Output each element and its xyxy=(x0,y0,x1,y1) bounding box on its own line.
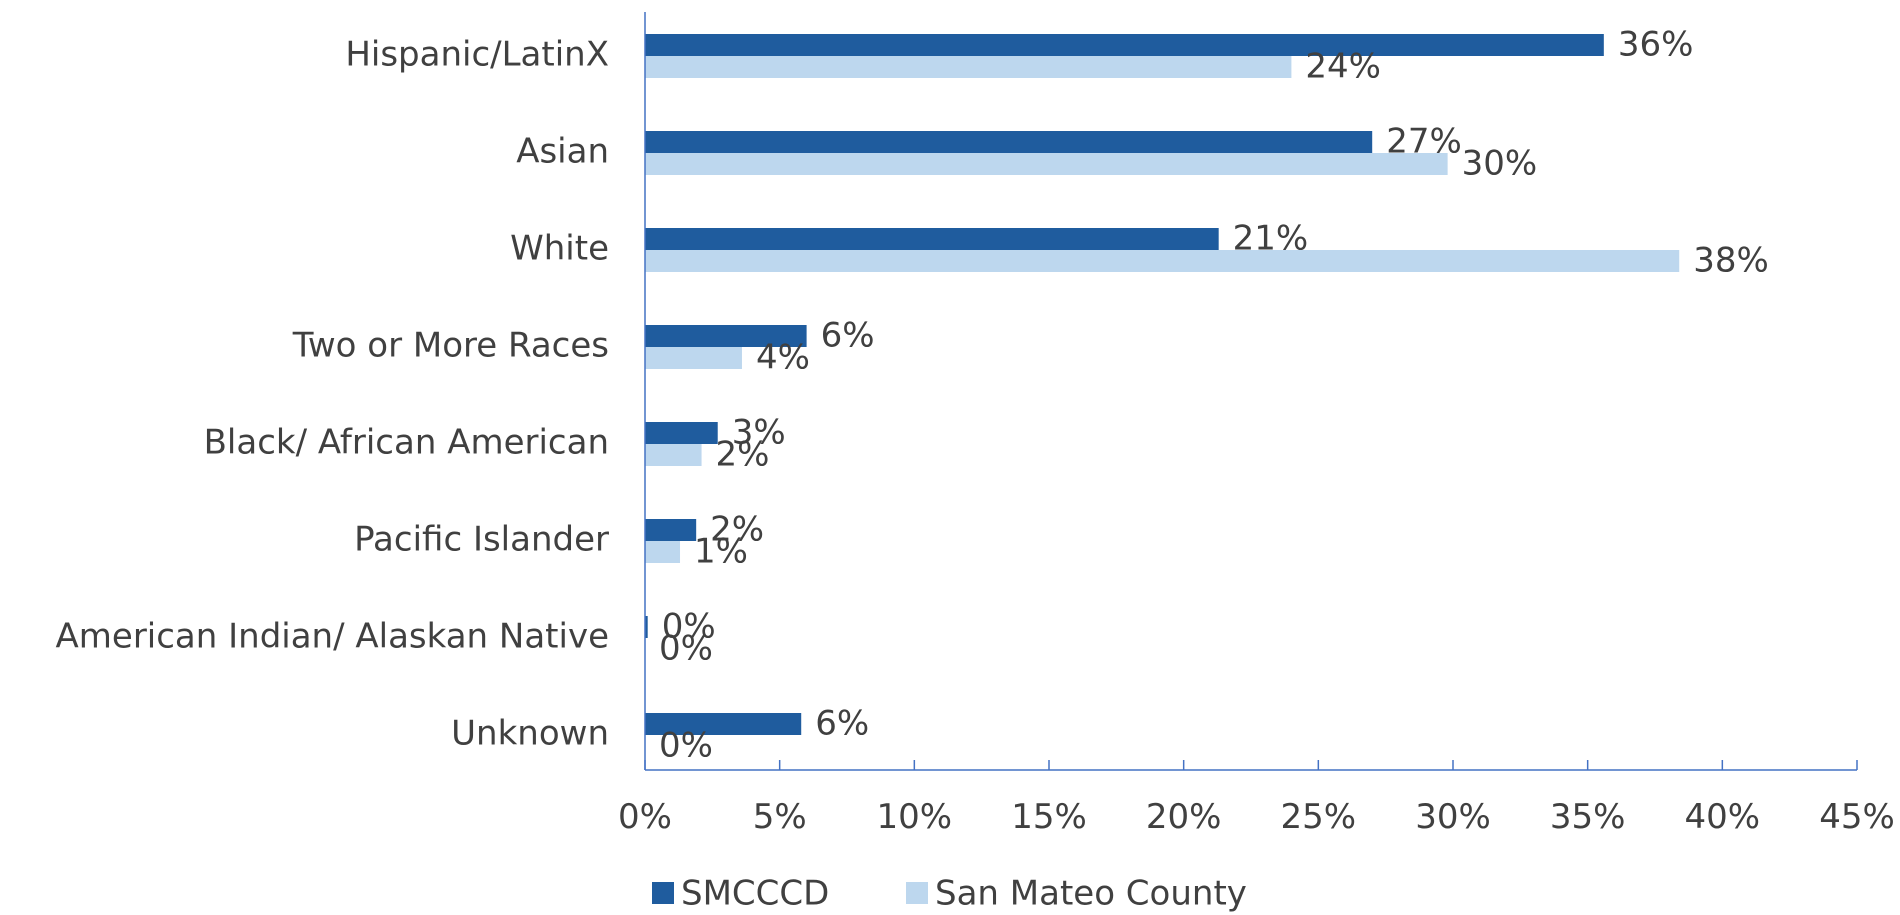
data-label-smcccd: 21% xyxy=(1233,219,1309,259)
bar-san-mateo-county xyxy=(645,444,702,466)
bar-smcccd xyxy=(645,713,802,735)
bar-smcccd xyxy=(645,228,1219,250)
x-tick-label: 0% xyxy=(618,797,672,837)
category-labels: Hispanic/LatinX Asian White Two or More Rac… xyxy=(56,35,610,754)
x-tick-label: 25% xyxy=(1281,797,1357,837)
bar-smcccd xyxy=(645,616,648,638)
bar-san-mateo-county xyxy=(645,541,681,563)
category-label: White xyxy=(510,229,609,269)
bar-smcccd xyxy=(645,519,697,541)
data-label-san-mateo-county: 0% xyxy=(659,726,713,766)
data-label-smcccd: 36% xyxy=(1618,25,1694,65)
data-label-san-mateo-county: 38% xyxy=(1693,241,1769,281)
x-tick-label: 40% xyxy=(1685,797,1761,837)
data-label-smcccd: 27% xyxy=(1386,122,1462,162)
x-tick-label: 15% xyxy=(1011,797,1087,837)
category-label: Hispanic/LatinX xyxy=(345,35,609,75)
legend-swatch-smcccd xyxy=(652,882,674,904)
legend-label-san-mateo-county: San Mateo County xyxy=(935,874,1247,914)
category-label: Black/ African American xyxy=(204,423,609,463)
x-tick-label: 30% xyxy=(1415,797,1491,837)
data-label-san-mateo-county: 30% xyxy=(1462,144,1538,184)
legend: SMCCCD San Mateo County xyxy=(652,874,1247,914)
data-label-san-mateo-county: 1% xyxy=(694,532,748,572)
data-labels: 36%24%27%30%21%38%6%4%3%2%2%1%0%0%6%0% xyxy=(659,25,1769,766)
legend-label-smcccd: SMCCCD xyxy=(681,874,829,914)
x-tick-label: 45% xyxy=(1819,797,1895,837)
category-label: American Indian/ Alaskan Native xyxy=(56,617,609,657)
data-label-san-mateo-county: 2% xyxy=(716,435,770,475)
bar-san-mateo-county xyxy=(645,347,742,369)
category-label: Unknown xyxy=(451,714,609,754)
bar-smcccd xyxy=(645,34,1604,56)
bar-smcccd xyxy=(645,131,1373,153)
data-label-smcccd: 0% xyxy=(662,607,716,647)
data-label-smcccd: 2% xyxy=(710,510,764,550)
data-label-san-mateo-county: 24% xyxy=(1305,47,1381,87)
category-label: Two or More Races xyxy=(292,326,609,366)
x-tick-label: 5% xyxy=(753,797,807,837)
bar-group xyxy=(645,34,1680,735)
legend-swatch-san-mateo-county xyxy=(906,882,928,904)
bar-smcccd xyxy=(645,325,807,347)
bar-smcccd xyxy=(645,422,718,444)
data-label-san-mateo-county: 4% xyxy=(756,338,810,378)
data-label-smcccd: 6% xyxy=(815,704,869,744)
category-label: Pacific Islander xyxy=(354,520,609,560)
x-tick-label: 10% xyxy=(877,797,953,837)
data-label-smcccd: 6% xyxy=(821,316,875,356)
data-label-smcccd: 3% xyxy=(732,413,786,453)
category-label: Asian xyxy=(516,132,609,172)
x-tick-label: 20% xyxy=(1146,797,1222,837)
bar-san-mateo-county xyxy=(645,56,1292,78)
x-tick-label: 35% xyxy=(1550,797,1626,837)
bar-san-mateo-county xyxy=(645,250,1680,272)
x-axis: 0% 5% 10% 15% 20% 25% 30% 35% 40% 45% xyxy=(618,12,1895,837)
bar-san-mateo-county xyxy=(645,153,1448,175)
data-label-san-mateo-county: 0% xyxy=(659,629,713,669)
